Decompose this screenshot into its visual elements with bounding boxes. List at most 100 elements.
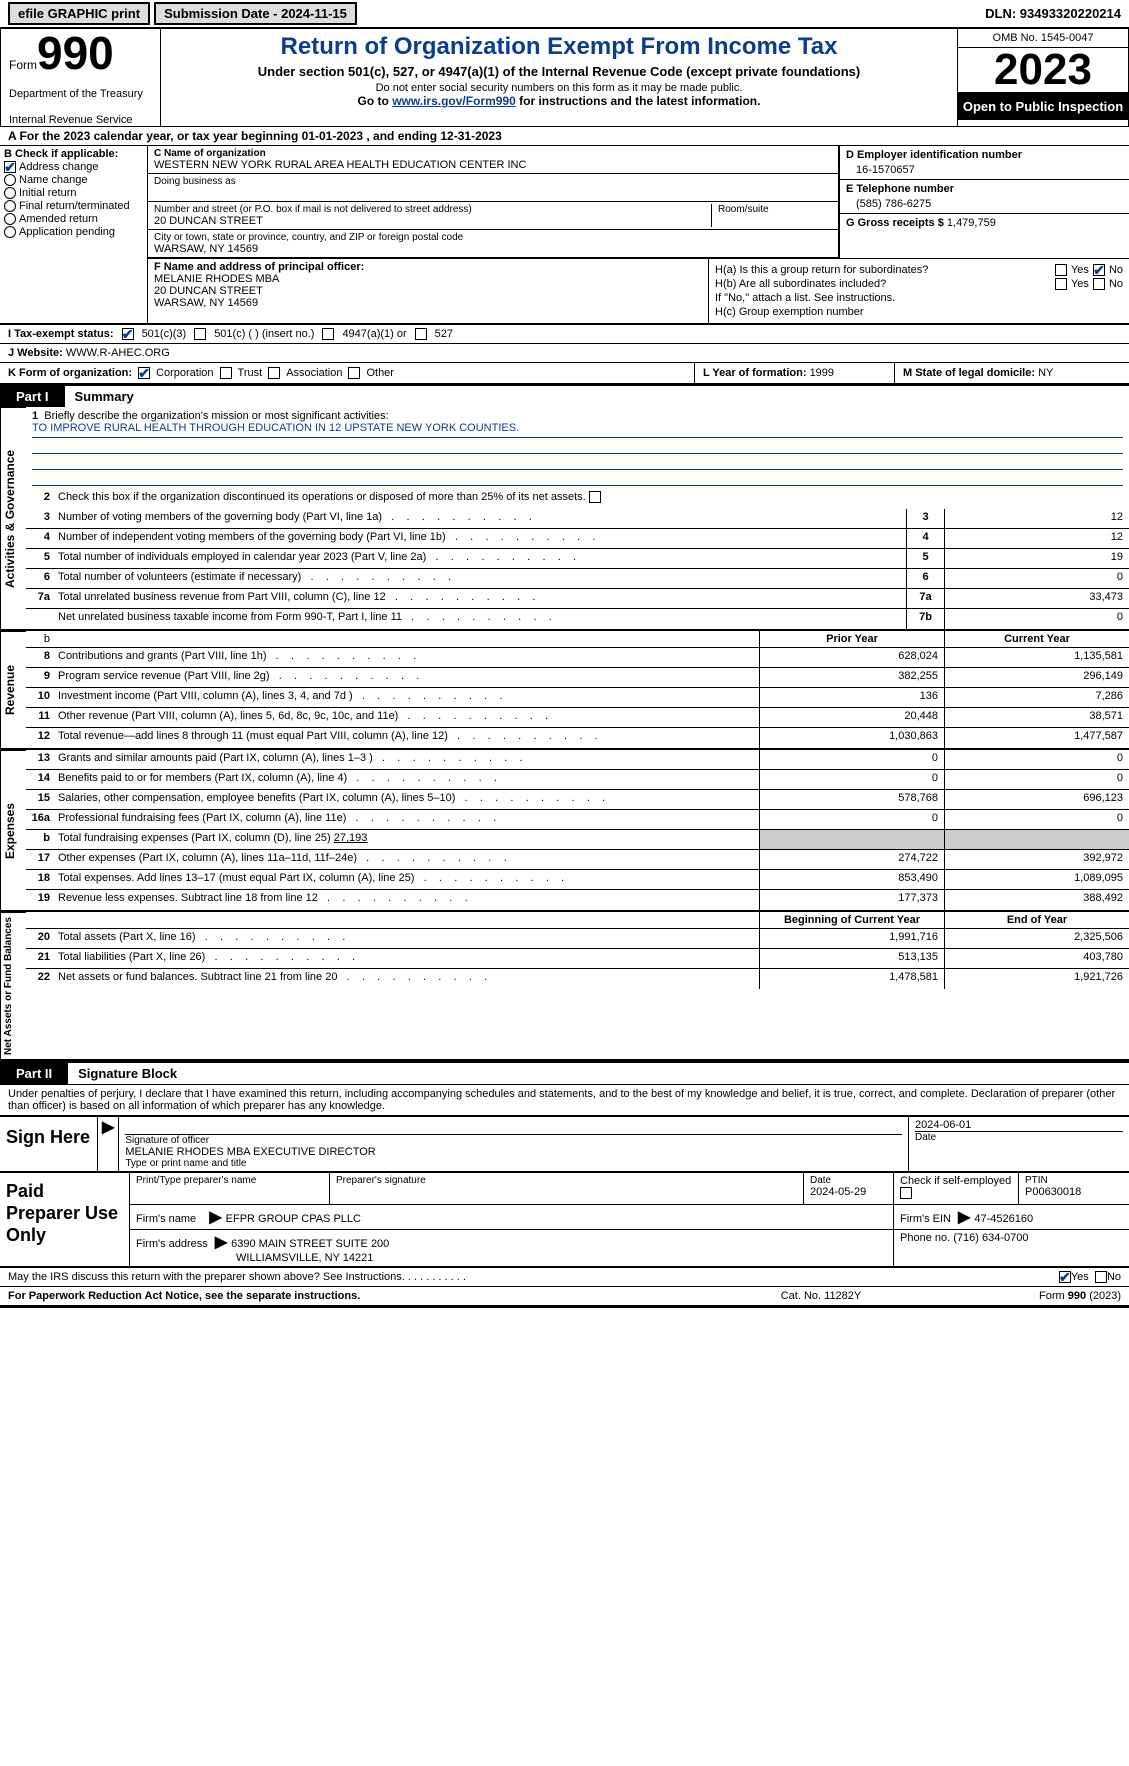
treasury-dept: Department of the Treasury	[9, 88, 152, 100]
mission-blank2	[32, 454, 1123, 470]
topbar: efile GRAPHIC print Submission Date - 20…	[0, 0, 1129, 28]
date-label: Date	[915, 1131, 1123, 1143]
ln-desc: Total expenses. Add lines 13–17 (must eq…	[54, 870, 759, 889]
ln-desc: Contributions and grants (Part VIII, lin…	[54, 648, 759, 667]
firm-addr2: WILLIAMSVILLE, NY 14221	[136, 1252, 373, 1264]
address-change-checkbox[interactable]: ✔	[4, 161, 16, 173]
j-label: J Website:	[8, 347, 63, 359]
curr-val: 0	[944, 770, 1129, 789]
paid-preparer-block: Paid Preparer Use Only Print/Type prepar…	[0, 1173, 1129, 1268]
firm-addr-label: Firm's address	[136, 1238, 208, 1250]
ln-desc: Net assets or fund balances. Subtract li…	[54, 969, 759, 989]
opt-final-return: Final return/terminated	[19, 200, 130, 212]
part1-header: Part I Summary	[0, 384, 1129, 407]
ln-num: 20	[26, 929, 54, 948]
line-a-period: A For the 2023 calendar year, or tax yea…	[0, 127, 1129, 146]
ln-desc: Number of independent voting members of …	[54, 529, 906, 548]
governance-section: Activities & Governance 1 Briefly descri…	[0, 407, 1129, 631]
col-c-entity: C Name of organization WESTERN NEW YORK …	[148, 146, 1129, 323]
501c-checkbox[interactable]	[194, 328, 206, 340]
l16b-value: 27,193	[334, 832, 368, 844]
submission-date-button[interactable]: Submission Date - 2024-11-15	[154, 2, 357, 25]
officer-addr2: WARSAW, NY 14569	[154, 297, 258, 309]
firm-ein: 47-4526160	[974, 1213, 1033, 1225]
firm-name: EFPR GROUP CPAS PLLC	[226, 1213, 361, 1225]
hdr-b: b	[26, 631, 54, 647]
goto-prefix: Go to	[358, 94, 393, 108]
sign-here-label: Sign Here	[0, 1117, 98, 1171]
ln1-num: 1	[32, 410, 38, 422]
dln-label: DLN: 93493320220214	[985, 6, 1121, 21]
officer-sig-name: MELANIE RHODES MBA EXECUTIVE DIRECTOR	[125, 1146, 902, 1158]
efile-button[interactable]: efile GRAPHIC print	[8, 2, 150, 25]
other-checkbox[interactable]	[348, 367, 360, 379]
signature-intro: Under penalties of perjury, I declare th…	[0, 1084, 1129, 1115]
corp-checkbox[interactable]: ✔	[138, 367, 150, 379]
ein-value: 16-1570657	[846, 161, 1123, 176]
addr-label: Number and street (or P.O. box if mail i…	[154, 204, 705, 215]
trust: Trust	[238, 367, 263, 379]
year-formation: 1999	[810, 367, 834, 379]
ln-box: 4	[906, 529, 944, 548]
discuss-no-checkbox[interactable]	[1095, 1271, 1107, 1283]
opt-amended: Amended return	[19, 213, 98, 225]
ln-box: 6	[906, 569, 944, 588]
ln-num: 21	[26, 949, 54, 968]
irs-link[interactable]: www.irs.gov/Form990	[392, 94, 516, 108]
ln-desc: Number of voting members of the governin…	[54, 509, 906, 528]
gov-vert-label: Activities & Governance	[0, 407, 26, 629]
year-box: OMB No. 1545-0047 2023 Open to Public In…	[958, 29, 1128, 126]
ln-desc: Total assets (Part X, line 16)	[54, 929, 759, 948]
prep-date-label: Date	[810, 1175, 887, 1186]
ha-yes-checkbox[interactable]	[1055, 264, 1067, 276]
irs-discuss-q: May the IRS discuss this return with the…	[8, 1271, 405, 1283]
ln-desc: Program service revenue (Part VIII, line…	[54, 668, 759, 687]
527-checkbox[interactable]	[415, 328, 427, 340]
4947-checkbox[interactable]	[322, 328, 334, 340]
curr-val: 7,286	[944, 688, 1129, 707]
l2-checkbox[interactable]	[589, 491, 601, 503]
initial-return-checkbox[interactable]	[4, 187, 16, 199]
entity-block: B Check if applicable: ✔Address change N…	[0, 146, 1129, 325]
ein-arrow-icon: ▶	[954, 1209, 974, 1226]
trust-checkbox[interactable]	[220, 367, 232, 379]
form-pre: Form	[1039, 1290, 1068, 1302]
ln-num: 3	[26, 509, 54, 528]
ha-no-checkbox[interactable]: ✔	[1093, 264, 1105, 276]
app-pending-checkbox[interactable]	[4, 226, 16, 238]
netassets-section: Net Assets or Fund Balances Beginning of…	[0, 912, 1129, 1061]
ln-num: 17	[26, 850, 54, 869]
prep-date: 2024-05-29	[810, 1186, 887, 1198]
opt-name-change: Name change	[19, 174, 88, 186]
prior-val: 20,448	[759, 708, 944, 727]
curr-val: 403,780	[944, 949, 1129, 968]
assoc-checkbox[interactable]	[268, 367, 280, 379]
501c3-checkbox[interactable]: ✔	[122, 328, 134, 340]
ln-num: 6	[26, 569, 54, 588]
hb-no-checkbox[interactable]	[1093, 278, 1105, 290]
ln-num: 14	[26, 770, 54, 789]
amended-return-checkbox[interactable]	[4, 213, 16, 225]
row-i-tax-status: I Tax-exempt status: ✔501(c)(3) 501(c) (…	[0, 325, 1129, 344]
curr-val: 0	[944, 750, 1129, 769]
final-return-checkbox[interactable]	[4, 200, 16, 212]
curr-val: 1,135,581	[944, 648, 1129, 667]
discuss-yes-checkbox[interactable]: ✔	[1059, 1271, 1071, 1283]
curr-val: 696,123	[944, 790, 1129, 809]
curr-val: 1,921,726	[944, 969, 1129, 989]
phone-value: (585) 786-6275	[846, 195, 1123, 210]
form-post: (2023)	[1086, 1290, 1121, 1302]
hb-yes-checkbox[interactable]	[1055, 278, 1067, 290]
self-emp-label: Check if self-employed	[900, 1175, 1011, 1187]
mission-blank3	[32, 470, 1123, 486]
curr-val: 296,149	[944, 668, 1129, 687]
ln-val: 0	[944, 609, 1129, 629]
name-change-checkbox[interactable]	[4, 174, 16, 186]
hb-note: If "No," attach a list. See instructions…	[715, 292, 895, 304]
corp: Corporation	[156, 367, 213, 379]
page-footer: For Paperwork Reduction Act Notice, see …	[0, 1287, 1129, 1308]
assoc: Association	[286, 367, 342, 379]
self-employed-checkbox[interactable]	[900, 1187, 912, 1199]
curr-val: 388,492	[944, 890, 1129, 910]
phone-label: E Telephone number	[846, 183, 1123, 195]
